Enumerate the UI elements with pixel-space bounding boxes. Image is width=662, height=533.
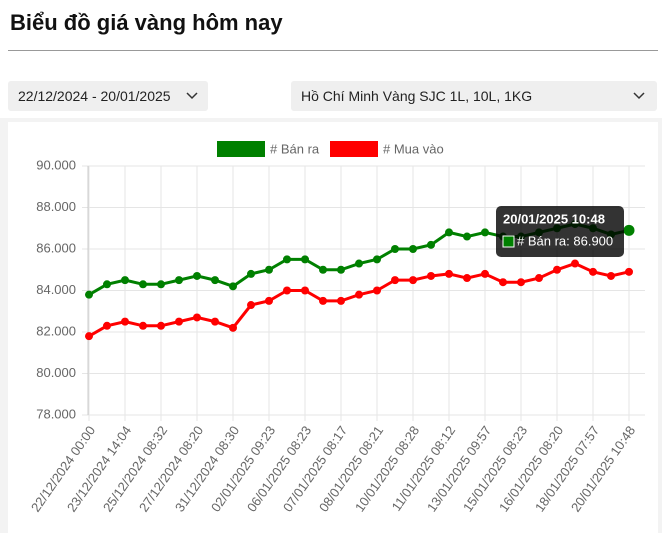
data-point <box>301 255 309 264</box>
y-tick-label: 84.000 <box>36 282 76 297</box>
data-point <box>589 267 597 276</box>
chart-area <box>8 122 658 533</box>
legend-swatch <box>217 141 265 157</box>
data-point <box>103 321 111 330</box>
data-point <box>301 286 309 295</box>
data-point <box>409 276 417 285</box>
data-point <box>283 286 291 295</box>
data-point <box>337 296 345 305</box>
data-point <box>193 271 201 280</box>
divider <box>8 50 658 51</box>
data-point <box>337 265 345 274</box>
page-title: Biểu đồ giá vàng hôm nay <box>10 10 283 35</box>
data-point <box>229 323 237 332</box>
tooltip-swatch <box>502 235 515 248</box>
data-point <box>265 296 273 305</box>
data-point <box>625 267 633 276</box>
data-point <box>247 269 255 278</box>
data-point <box>193 313 201 322</box>
data-point <box>103 280 111 289</box>
data-point <box>391 245 399 253</box>
data-point <box>157 321 165 330</box>
data-point <box>229 282 237 291</box>
y-tick-label: 86.000 <box>36 240 76 255</box>
data-point <box>211 317 219 326</box>
y-tick-label: 88.000 <box>36 199 76 214</box>
y-tick-label: 90.000 <box>36 157 76 172</box>
tooltip-box <box>496 206 624 257</box>
data-point <box>623 224 635 236</box>
data-point <box>445 228 453 237</box>
data-point <box>85 290 93 299</box>
legend-swatch <box>330 141 378 157</box>
data-point <box>571 259 579 268</box>
chevron <box>186 92 198 100</box>
data-point <box>85 332 93 341</box>
data-point <box>481 269 489 278</box>
y-tick-label: 82.000 <box>36 323 76 338</box>
location-select[interactable]: Hồ Chí Minh Vàng SJC 1L, 10L, 1KG <box>291 81 657 111</box>
data-point <box>373 255 381 264</box>
data-point <box>409 245 417 253</box>
tooltip-title: 20/01/2025 10:48 <box>503 211 605 226</box>
y-tick-label: 80.000 <box>36 365 76 380</box>
data-point <box>319 296 327 305</box>
data-point <box>247 301 255 310</box>
data-point <box>391 276 399 285</box>
data-point <box>607 271 615 280</box>
data-point <box>427 240 435 249</box>
date-range-select[interactable]: 22/12/2024 - 20/01/2025 <box>8 81 208 111</box>
data-point <box>445 269 453 278</box>
data-point <box>553 265 561 274</box>
legend-label: # Mua vào <box>383 141 444 156</box>
legend-label: # Bán ra <box>270 141 320 156</box>
data-point <box>175 317 183 326</box>
location: Hồ Chí Minh Vàng SJC 1L, 10L, 1KG <box>301 88 533 104</box>
data-point <box>265 265 273 274</box>
data-point <box>373 286 381 295</box>
data-point <box>499 278 507 287</box>
data-point <box>355 259 363 268</box>
chevron <box>633 92 645 100</box>
data-point <box>175 276 183 285</box>
data-point <box>283 255 291 264</box>
data-point <box>481 228 489 237</box>
data-point <box>463 232 471 241</box>
data-point <box>427 271 435 280</box>
data-point <box>121 317 129 326</box>
data-point <box>355 290 363 299</box>
data-point <box>517 278 525 287</box>
tooltip-label: # Bán ra: 86.900 <box>517 233 613 248</box>
data-point <box>139 280 147 289</box>
data-point <box>211 276 219 285</box>
data-point <box>535 274 543 283</box>
data-point <box>139 321 147 330</box>
data-point <box>157 280 165 289</box>
data-point <box>319 265 327 274</box>
y-tick-label: 78.000 <box>36 406 76 421</box>
data-point <box>121 276 129 285</box>
date-range: 22/12/2024 - 20/01/2025 <box>18 88 171 104</box>
data-point <box>463 274 471 283</box>
